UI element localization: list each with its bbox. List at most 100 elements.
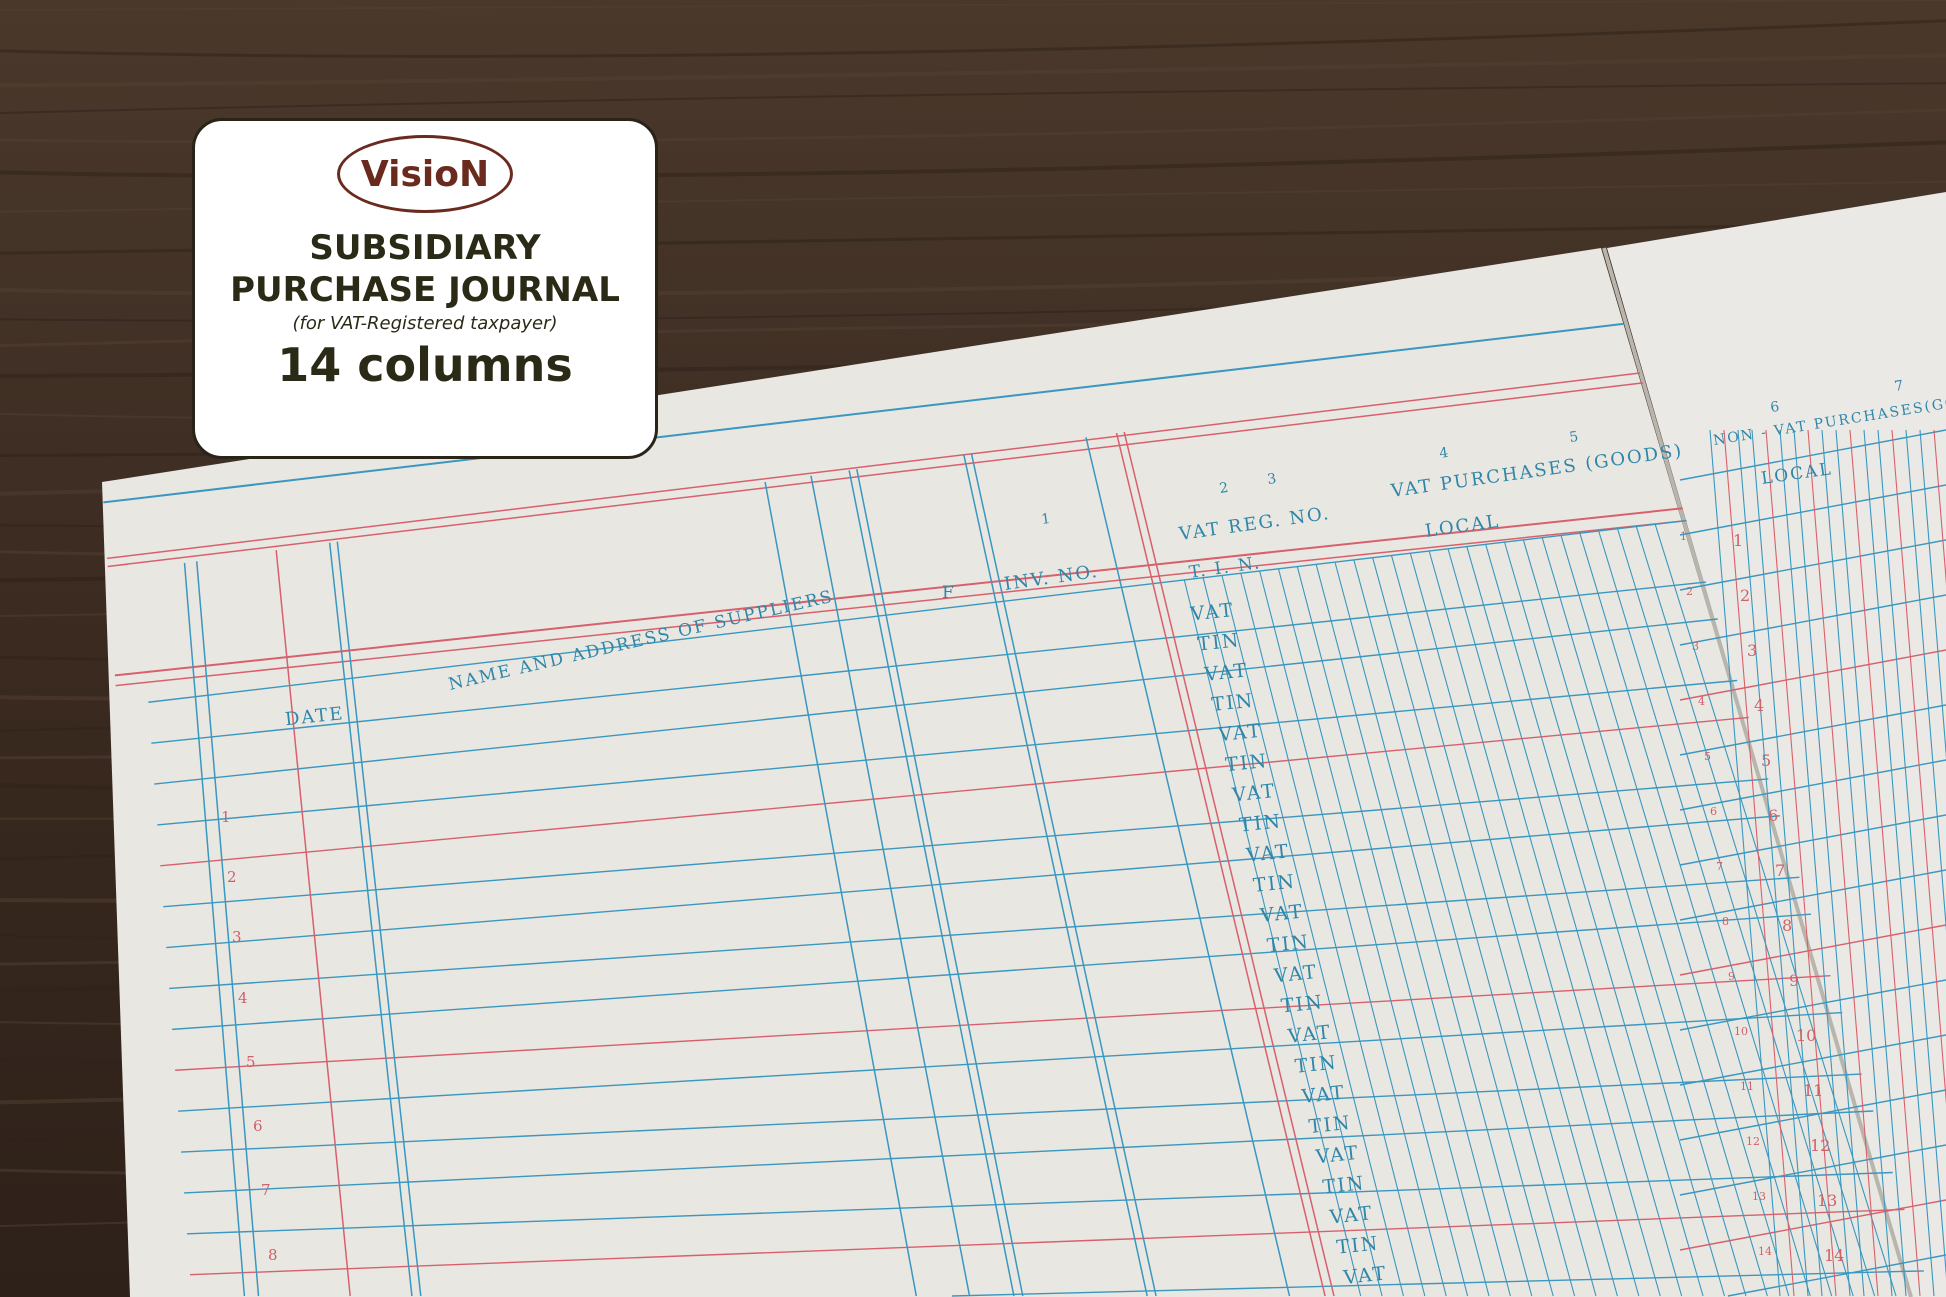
header-bottom-rule — [115, 519, 1687, 687]
row-number-right: 1 — [1733, 531, 1743, 550]
row-line — [154, 618, 1718, 785]
amount-column-line — [1522, 539, 1747, 1297]
right-row-line — [1679, 1144, 1946, 1196]
row-line — [181, 1073, 1862, 1153]
column-line — [195, 561, 260, 1297]
column-line — [1085, 437, 1291, 1297]
row-line — [166, 815, 1780, 949]
vat-tin-cell: VAT — [1328, 1202, 1375, 1229]
label-columns: 14 columns — [277, 338, 573, 392]
header-rule — [103, 322, 1625, 504]
column-number: 2 — [1218, 480, 1231, 497]
right-row-line — [1679, 704, 1946, 756]
row-number-right: 12 — [1810, 1136, 1830, 1155]
right-row-line — [1679, 649, 1946, 701]
vat-tin-cell: TIN — [1294, 1051, 1339, 1077]
amount-column-line — [1202, 577, 1383, 1297]
vat-tin-cell: VAT — [1300, 1082, 1347, 1109]
header-rule — [107, 372, 1640, 560]
row-line — [151, 581, 1707, 744]
amount-column-line — [1390, 555, 1597, 1297]
right-column-line — [1877, 429, 1946, 1279]
row-line — [951, 1270, 1924, 1297]
row-number: 8 — [268, 1246, 278, 1264]
row-number-right: 7 — [1775, 861, 1785, 880]
row-number-spine: 9 — [1728, 970, 1735, 983]
right-column-line — [1835, 429, 1907, 1297]
vat-tin-cell: TIN — [1210, 690, 1255, 716]
column-number: 6 — [1769, 399, 1782, 416]
vat-tin-cell: TIN — [1252, 871, 1297, 897]
vat-tin-cell: VAT — [1258, 901, 1305, 928]
row-number-right: 4 — [1754, 696, 1764, 715]
row-line — [169, 876, 1800, 990]
row-number-right: 11 — [1803, 1081, 1823, 1100]
row-number-right: 3 — [1747, 641, 1757, 660]
right-column-line — [1919, 429, 1946, 759]
row-number-spine: 13 — [1752, 1190, 1766, 1203]
right-column-line — [1723, 429, 1795, 1297]
right-row-line — [1679, 1034, 1946, 1086]
row-number: 5 — [246, 1053, 256, 1071]
amount-column-line — [1503, 541, 1726, 1297]
vat-tin-cell: TIN — [1266, 931, 1311, 957]
row-line — [148, 519, 1687, 703]
label-title-line2: PURCHASE JOURNAL — [230, 270, 620, 310]
header-folio: F — [942, 583, 956, 603]
right-column-line — [1709, 429, 1781, 1297]
column-line — [856, 469, 1024, 1297]
vat-tin-cell: TIN — [1224, 750, 1269, 776]
right-row-line — [1679, 869, 1946, 921]
vat-tin-cell: VAT — [1272, 961, 1319, 988]
row-number-right: 10 — [1796, 1026, 1816, 1045]
vat-tin-cell: VAT — [1286, 1021, 1333, 1048]
row-line — [175, 975, 1831, 1071]
amount-column-line — [1240, 573, 1426, 1297]
row-number-spine: 1 — [1680, 530, 1687, 543]
amount-column-line — [1541, 537, 1768, 1297]
row-number-right: 6 — [1768, 806, 1778, 825]
vat-tin-cell: TIN — [1197, 629, 1242, 655]
right-column-line — [1737, 429, 1809, 1297]
product-label: VisioN SUBSIDIARY PURCHASE JOURNAL (for … — [192, 118, 658, 459]
amount-column-line — [1334, 561, 1533, 1297]
amount-column-line — [1616, 528, 1854, 1297]
vat-tin-cell: VAT — [1189, 599, 1236, 626]
column-line — [963, 454, 1148, 1297]
row-line — [160, 716, 1749, 867]
right-column-line — [1751, 429, 1823, 1297]
label-title-line1: SUBSIDIARY — [309, 228, 541, 268]
amount-column-line — [1428, 550, 1640, 1297]
row-number-spine: 4 — [1698, 695, 1705, 708]
right-column-line — [1807, 429, 1879, 1297]
amount-column-line — [1485, 544, 1704, 1297]
column-number: 1 — [1040, 511, 1053, 528]
wood-grain — [0, 53, 1946, 88]
column-line — [810, 475, 971, 1297]
row-number: 2 — [227, 868, 237, 886]
vision-logo: VisioN — [337, 135, 513, 213]
amount-column-line — [1447, 548, 1661, 1297]
column-number: 5 — [1568, 429, 1581, 446]
right-row-line — [1727, 1254, 1946, 1297]
amount-column-line — [1635, 526, 1876, 1297]
vat-tin-cell: TIN — [1280, 991, 1325, 1017]
column-number: 7 — [1893, 378, 1906, 395]
right-column-line — [1863, 429, 1935, 1297]
amount-column-line — [1560, 535, 1790, 1297]
right-row-line — [1679, 429, 1946, 481]
wood-grain — [0, 19, 1946, 58]
vat-tin-cell: VAT — [1230, 780, 1277, 807]
amount-column-line — [1183, 579, 1362, 1297]
amount-column-line — [1277, 568, 1469, 1297]
vat-tin-cell: VAT — [1341, 1262, 1388, 1289]
right-column-line — [1905, 429, 1946, 932]
row-number: 1 — [221, 808, 231, 826]
vat-tin-cell: TIN — [1308, 1112, 1353, 1138]
right-row-line — [1679, 759, 1946, 811]
row-line — [178, 1011, 1843, 1112]
header-bottom-rule — [114, 507, 1683, 677]
amount-column-line — [1296, 566, 1490, 1297]
